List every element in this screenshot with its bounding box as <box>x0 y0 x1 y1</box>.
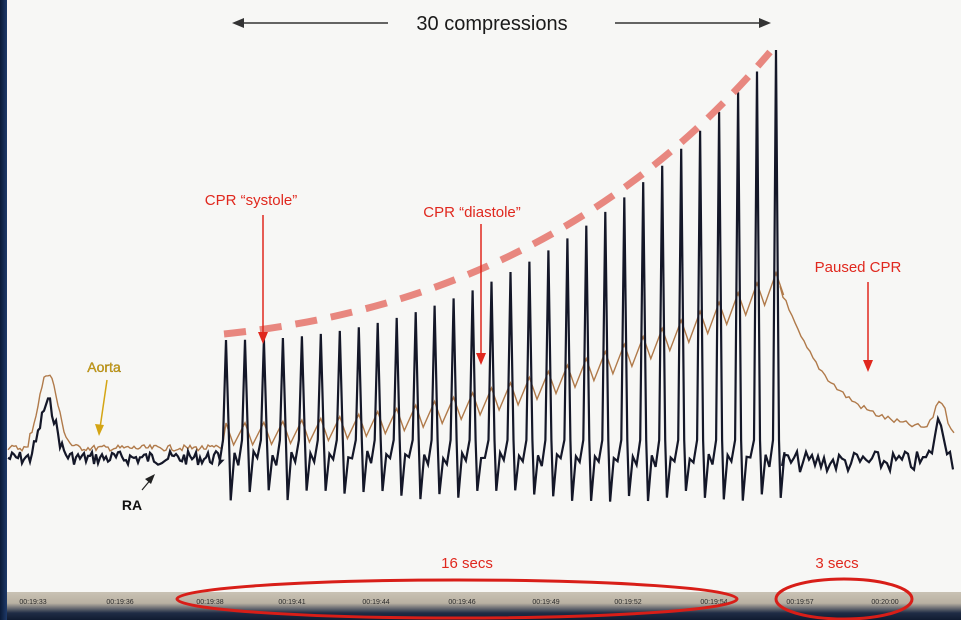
systole-annotation: CPR “systole” <box>205 192 298 344</box>
amplitude-envelope-line <box>223 49 773 338</box>
time-tick-labels: 00:19:33 00:19:36 00:19:38 00:19:41 00:19:44… <box>19 599 898 606</box>
time-tick-label: 00:19:41 <box>278 599 305 606</box>
three-secs-ellipse <box>774 577 914 620</box>
time-tick-label: 00:19:54 <box>700 599 727 606</box>
time-tick-label: 00:19:57 <box>786 599 813 606</box>
three-secs-label: 3 secs <box>815 555 858 572</box>
ra-trace <box>7 49 955 502</box>
paused-annotation: Paused CPR <box>815 259 902 372</box>
compressions-arrow: 30 compressions <box>232 13 771 35</box>
time-tick-label: 00:19:46 <box>448 599 475 606</box>
ra-label: RA <box>122 497 142 513</box>
time-tick-label: 00:20:00 <box>871 599 898 606</box>
time-tick-label: 00:19:33 <box>19 599 46 606</box>
diastole-label: CPR “diastole” <box>423 204 521 221</box>
left-frame-border <box>0 0 7 620</box>
ra-annotation: RA <box>122 474 155 513</box>
time-tick-label: 00:19:49 <box>532 599 559 606</box>
time-tick-label: 00:19:52 <box>614 599 641 606</box>
time-tick-label: 00:19:36 <box>106 599 133 606</box>
paused-arrowhead <box>863 360 873 372</box>
aorta-trace <box>7 270 955 453</box>
diastole-arrowhead <box>476 353 486 365</box>
time-tick-label: 00:19:44 <box>362 599 389 606</box>
sixteen-secs-label: 16 secs <box>441 555 493 572</box>
aorta-annotation: Aorta <box>87 359 121 436</box>
systole-arrowhead <box>258 332 268 344</box>
diastole-annotation: CPR “diastole” <box>423 204 521 365</box>
compressions-label: 30 compressions <box>416 13 567 35</box>
systole-label: CPR “systole” <box>205 192 298 209</box>
paused-label: Paused CPR <box>815 259 902 276</box>
time-tick-label: 00:19:38 <box>196 599 223 606</box>
sixteen-secs-ellipse <box>175 578 739 620</box>
aorta-label: Aorta <box>87 359 121 375</box>
tracing-paper <box>7 0 961 592</box>
